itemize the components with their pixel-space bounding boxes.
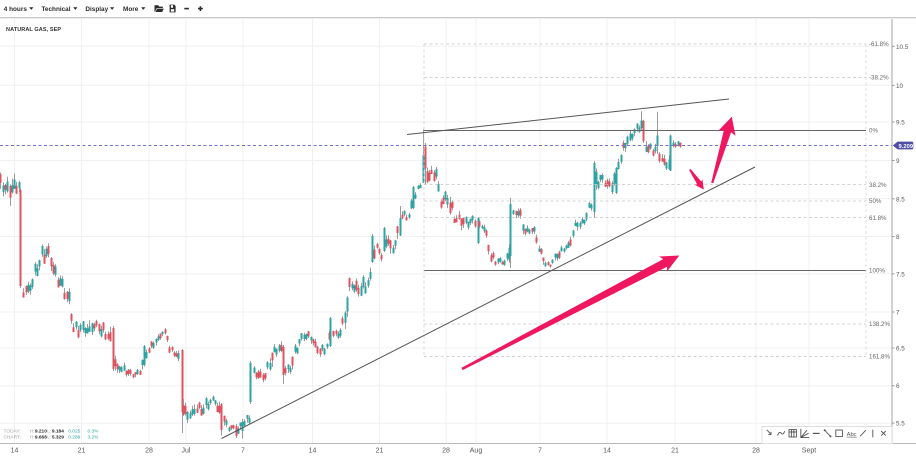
svg-text:21: 21 bbox=[376, 448, 384, 455]
svg-text:Display: Display bbox=[85, 6, 108, 13]
svg-text:21: 21 bbox=[78, 448, 86, 455]
svg-text:L:: L: bbox=[47, 435, 51, 441]
svg-text:NATURAL GAS, SEP: NATURAL GAS, SEP bbox=[6, 27, 61, 33]
svg-text:9.184: 9.184 bbox=[52, 429, 64, 435]
svg-text:100%: 100% bbox=[869, 268, 885, 275]
svg-text:9.668: 9.668 bbox=[35, 435, 47, 441]
svg-text:0.025: 0.025 bbox=[68, 429, 80, 435]
svg-text:138.2%: 138.2% bbox=[869, 321, 890, 328]
svg-text:L:: L: bbox=[47, 429, 51, 435]
svg-text:8.5: 8.5 bbox=[896, 196, 905, 203]
svg-text:Abc: Abc bbox=[847, 432, 857, 438]
svg-text:14: 14 bbox=[309, 448, 317, 455]
svg-text:7: 7 bbox=[241, 448, 245, 455]
svg-text:4 hours: 4 hours bbox=[4, 6, 28, 13]
svg-text:Jul: Jul bbox=[182, 448, 191, 455]
svg-text:38.2%: 38.2% bbox=[869, 182, 887, 189]
svg-text:CHART:: CHART: bbox=[4, 435, 21, 441]
svg-text:7: 7 bbox=[896, 310, 900, 317]
svg-text:H:: H: bbox=[30, 435, 35, 441]
svg-text:Aug: Aug bbox=[470, 448, 483, 455]
svg-text:9.209: 9.209 bbox=[899, 144, 914, 150]
svg-text:H:: H: bbox=[30, 429, 35, 435]
svg-text:8: 8 bbox=[896, 234, 900, 241]
svg-text:-61.8%: -61.8% bbox=[869, 41, 889, 48]
svg-text:More: More bbox=[123, 6, 139, 13]
svg-text:6: 6 bbox=[896, 383, 900, 390]
svg-text:14: 14 bbox=[11, 448, 19, 455]
svg-text:3.2%: 3.2% bbox=[88, 435, 100, 441]
svg-text:0%: 0% bbox=[869, 128, 878, 135]
svg-text:6.5: 6.5 bbox=[896, 346, 905, 353]
svg-text:0.289: 0.289 bbox=[68, 435, 80, 441]
svg-text:5.5: 5.5 bbox=[896, 421, 905, 428]
svg-text:10.5: 10.5 bbox=[896, 44, 909, 51]
svg-text:0.3%: 0.3% bbox=[88, 429, 100, 435]
svg-text:10: 10 bbox=[896, 83, 904, 90]
svg-text:Sept: Sept bbox=[802, 448, 816, 455]
svg-text:TODAY:: TODAY: bbox=[4, 429, 21, 435]
svg-text:9.210: 9.210 bbox=[35, 429, 47, 435]
svg-text:9.5: 9.5 bbox=[896, 120, 905, 127]
svg-text:14: 14 bbox=[603, 448, 611, 455]
svg-text:28: 28 bbox=[145, 448, 153, 455]
svg-text:9: 9 bbox=[896, 158, 900, 165]
svg-text:21: 21 bbox=[671, 448, 679, 455]
svg-text:7: 7 bbox=[538, 448, 542, 455]
svg-text:61.8%: 61.8% bbox=[869, 215, 887, 222]
svg-text:28: 28 bbox=[442, 448, 450, 455]
svg-text:-38.2%: -38.2% bbox=[869, 75, 889, 82]
svg-text:50%: 50% bbox=[869, 198, 882, 205]
svg-text:5.329: 5.329 bbox=[52, 435, 64, 441]
svg-text:28: 28 bbox=[752, 448, 760, 455]
svg-text:7.5: 7.5 bbox=[896, 271, 905, 278]
svg-text:161.8%: 161.8% bbox=[869, 354, 890, 361]
svg-text:Technical: Technical bbox=[42, 6, 71, 13]
